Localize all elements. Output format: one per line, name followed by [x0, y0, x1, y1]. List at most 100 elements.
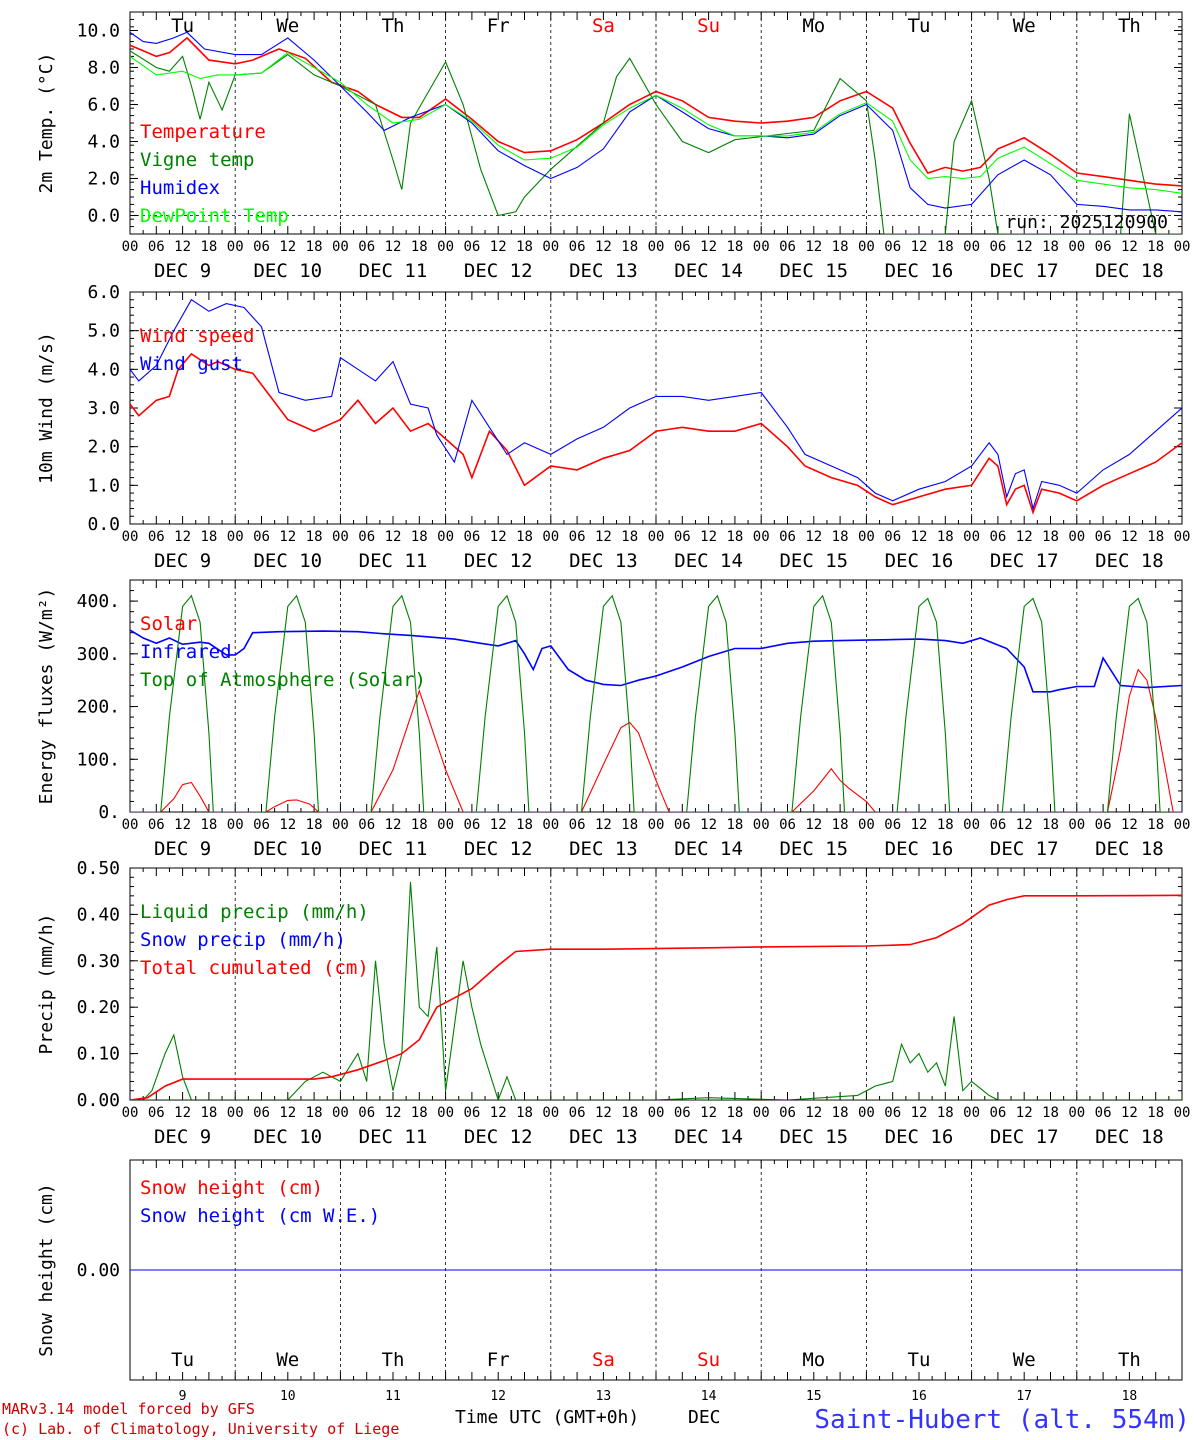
hour-tick-label: 00 — [437, 817, 454, 833]
legend-label: Snow height (cm W.E.) — [140, 1205, 380, 1227]
date-label: DEC 12 — [464, 1126, 533, 1148]
series-line-temperature — [130, 36, 1182, 187]
hour-tick-label: 12 — [385, 529, 402, 545]
hour-tick-label: 00 — [648, 239, 665, 255]
y-tick-label: 2.0 — [87, 169, 120, 190]
hour-tick-label: 12 — [595, 817, 612, 833]
y-tick-label: 0.40 — [77, 904, 120, 925]
date-label: DEC 9 — [154, 550, 211, 572]
date-label: DEC 15 — [779, 550, 848, 572]
hour-tick-label: 00 — [437, 239, 454, 255]
hour-tick-label: 12 — [805, 239, 822, 255]
temperature-panel: 0.0 2.0 4.0 6.0 8.0 10.0 2m Temp. (°C) Temperat… — [36, 11, 1190, 282]
hour-tick-label: 12 — [385, 239, 402, 255]
hour-tick-label: 00 — [437, 1105, 454, 1121]
hour-tick-label: 00 — [122, 817, 139, 833]
date-label: DEC 14 — [674, 550, 743, 572]
hour-tick-label: 18 — [726, 239, 743, 255]
date-label: DEC 18 — [1095, 550, 1164, 572]
series-line-liquid-precip-mm-h — [130, 881, 1182, 1100]
y-tick-label: 0. — [98, 802, 120, 823]
y-tick-label: 0.30 — [77, 951, 120, 972]
hour-tick-label: 00 — [1068, 239, 1085, 255]
hour-tick-label: 00 — [858, 817, 875, 833]
date-label: DEC 15 — [779, 260, 848, 282]
date-label: DEC 18 — [1095, 260, 1164, 282]
day-number: 11 — [385, 1389, 401, 1404]
hour-tick-label: 12 — [1016, 1105, 1033, 1121]
hour-tick-label: 12 — [385, 1105, 402, 1121]
day-number: 16 — [911, 1389, 927, 1404]
hour-tick-label: 06 — [779, 817, 796, 833]
hour-tick-label: 06 — [358, 1105, 375, 1121]
hour-tick-label: 18 — [621, 529, 638, 545]
hour-tick-label: 12 — [279, 239, 296, 255]
y-tick-label: 2.0 — [87, 437, 120, 458]
hour-tick-label: 00 — [858, 1105, 875, 1121]
hour-tick-label: 12 — [490, 239, 507, 255]
y-tick-label: 6.0 — [87, 95, 120, 116]
date-label: DEC 9 — [154, 838, 211, 860]
hour-tick-label: 18 — [200, 817, 217, 833]
hour-tick-label: 12 — [1121, 817, 1138, 833]
hour-tick-label: 06 — [358, 529, 375, 545]
y-tick-label: 200. — [77, 697, 120, 718]
energy-flux-panel: 0. 100. 200. 300. 400. Energy fluxes (W/m²) So… — [36, 579, 1190, 860]
day-number: 15 — [806, 1389, 822, 1404]
hour-tick-label: 18 — [621, 1105, 638, 1121]
hour-tick-label: 18 — [937, 239, 954, 255]
hour-tick-label: 00 — [122, 239, 139, 255]
hour-tick-label: 00 — [963, 529, 980, 545]
y-tick-label: 0.20 — [77, 997, 120, 1018]
y-axis-title: Precip (mm/h) — [36, 914, 57, 1055]
day-name: Su — [697, 15, 720, 37]
y-tick-label: 100. — [77, 749, 120, 770]
hour-tick-label: 12 — [805, 1105, 822, 1121]
date-label: DEC 12 — [464, 550, 533, 572]
hour-tick-label: 18 — [516, 529, 533, 545]
hour-tick-label: 00 — [1068, 529, 1085, 545]
hour-tick-label: 00 — [542, 239, 559, 255]
hour-tick-label: 18 — [200, 239, 217, 255]
hour-tick-label: 12 — [911, 817, 928, 833]
hour-tick-label: 12 — [1016, 239, 1033, 255]
hour-tick-label: 00 — [227, 529, 244, 545]
day-name: We — [1013, 15, 1036, 37]
day-number: 9 — [179, 1389, 187, 1404]
hour-tick-label: 06 — [253, 239, 270, 255]
hour-tick-label: 06 — [779, 239, 796, 255]
hour-tick-label: 06 — [884, 529, 901, 545]
hour-tick-label: 18 — [1042, 1105, 1059, 1121]
hour-tick-label: 12 — [385, 817, 402, 833]
hour-tick-label: 00 — [753, 817, 770, 833]
y-tick-label: 6.0 — [87, 282, 120, 303]
y-tick-label: 0.0 — [87, 206, 120, 227]
hour-tick-label: 12 — [700, 239, 717, 255]
hour-tick-label: 00 — [963, 1105, 980, 1121]
date-label: DEC 12 — [464, 260, 533, 282]
hour-tick-label: 06 — [779, 1105, 796, 1121]
day-number: 12 — [490, 1389, 506, 1404]
hour-tick-label: 12 — [595, 529, 612, 545]
hour-tick-label: 18 — [726, 817, 743, 833]
hour-tick-label: 00 — [542, 529, 559, 545]
hour-tick-label: 06 — [569, 529, 586, 545]
hour-tick-label: 12 — [174, 239, 191, 255]
hour-tick-label: 06 — [253, 529, 270, 545]
day-name: Sa — [592, 15, 615, 37]
hour-tick-label: 06 — [463, 1105, 480, 1121]
y-tick-label: 0.10 — [77, 1044, 120, 1065]
hour-tick-label: 06 — [253, 1105, 270, 1121]
hour-tick-label: 00 — [1068, 1105, 1085, 1121]
y-axis-title: Energy fluxes (W/m²) — [36, 588, 57, 805]
date-label: DEC 10 — [253, 550, 322, 572]
series-line-infrared — [130, 629, 1182, 693]
hour-tick-label: 00 — [648, 817, 665, 833]
day-number: 17 — [1016, 1389, 1032, 1404]
day-name: Tu — [908, 1349, 931, 1371]
legend-label: Vigne temp — [140, 149, 254, 171]
hour-tick-label: 00 — [753, 1105, 770, 1121]
date-label: DEC 14 — [674, 838, 743, 860]
hour-tick-label: 06 — [989, 1105, 1006, 1121]
y-tick-label: 5.0 — [87, 321, 120, 342]
